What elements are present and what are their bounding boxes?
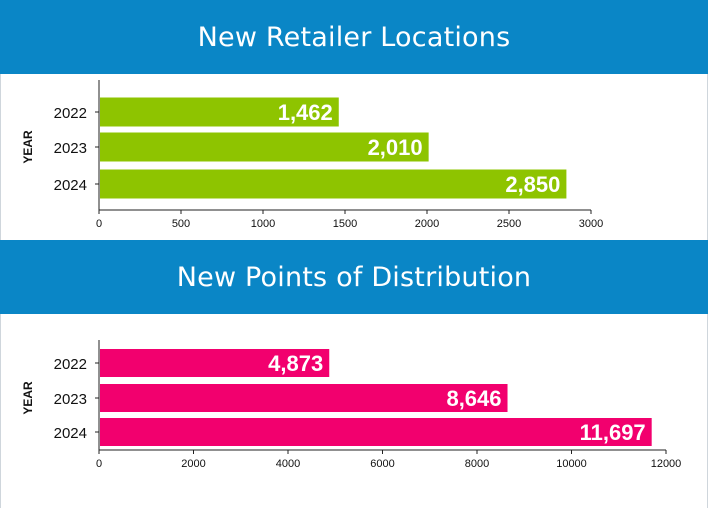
chart-1-x-tick-label: 0 (96, 218, 102, 230)
chart-1-bar-value-label: 2,010 (368, 135, 423, 160)
chart-1-x-tick-label: 3000 (579, 218, 603, 230)
chart-2-x-tick-label: 10000 (556, 458, 587, 470)
chart-2-plot: 0 2000 4000 6000 8000 10000 12000 4,873 2022 8,64… (21, 340, 682, 470)
chart-2-bar (100, 418, 652, 446)
chart-2-bar (100, 384, 508, 412)
chart-1-x-tick-label: 1500 (333, 218, 357, 230)
chart-1-plot: 0 500 1000 1500 2000 2500 3000 1,462 2022 2,010 20… (21, 80, 603, 230)
chart-2-x-tick-label: 8000 (465, 458, 489, 470)
chart-1-title: New Retailer Locations (197, 21, 511, 53)
chart-2-x-tick-label: 12000 (651, 458, 682, 470)
chart-1-bar (100, 132, 429, 162)
chart-2-bar-value-label: 4,873 (268, 351, 323, 376)
chart-2-bar-value-label: 8,646 (446, 386, 501, 411)
chart-1-bar-value-label: 2,850 (505, 172, 560, 197)
chart-1-title-banner: New Retailer Locations (0, 0, 708, 74)
chart-1-x-tick-label: 500 (172, 218, 190, 230)
chart-2-category-label: 2023 (54, 391, 87, 408)
chart-2-category-label: 2024 (54, 425, 87, 442)
chart-2-category-label: 2022 (54, 356, 87, 373)
chart-2-title-banner: New Points of Distribution (0, 240, 708, 314)
chart-2-x-tick-label: 0 (96, 458, 102, 470)
chart-1-category-label: 2022 (54, 105, 87, 122)
chart-2-title: New Points of Distribution (176, 261, 532, 293)
chart-1-category-label: 2024 (54, 177, 87, 194)
chart-1-bar (100, 169, 567, 199)
chart-1-bar (100, 97, 339, 127)
chart-2-bar (100, 349, 330, 377)
chart-1-category-label: 2023 (54, 140, 87, 157)
chart-2-x-tick-label: 6000 (370, 458, 394, 470)
chart-2-y-axis-title: YEAR (21, 381, 35, 415)
chart-1-x-tick-label: 2500 (497, 218, 521, 230)
chart-1-x-tick-label: 1000 (251, 218, 275, 230)
chart-2-x-tick-label: 2000 (181, 458, 205, 470)
chart-1-y-axis-title: YEAR (21, 130, 35, 164)
chart-2-bar-value-label: 11,697 (580, 420, 646, 445)
chart-2-x-tick-label: 4000 (276, 458, 300, 470)
chart-1-x-tick-label: 2000 (415, 218, 439, 230)
chart-1-bar-value-label: 1,462 (278, 100, 333, 125)
